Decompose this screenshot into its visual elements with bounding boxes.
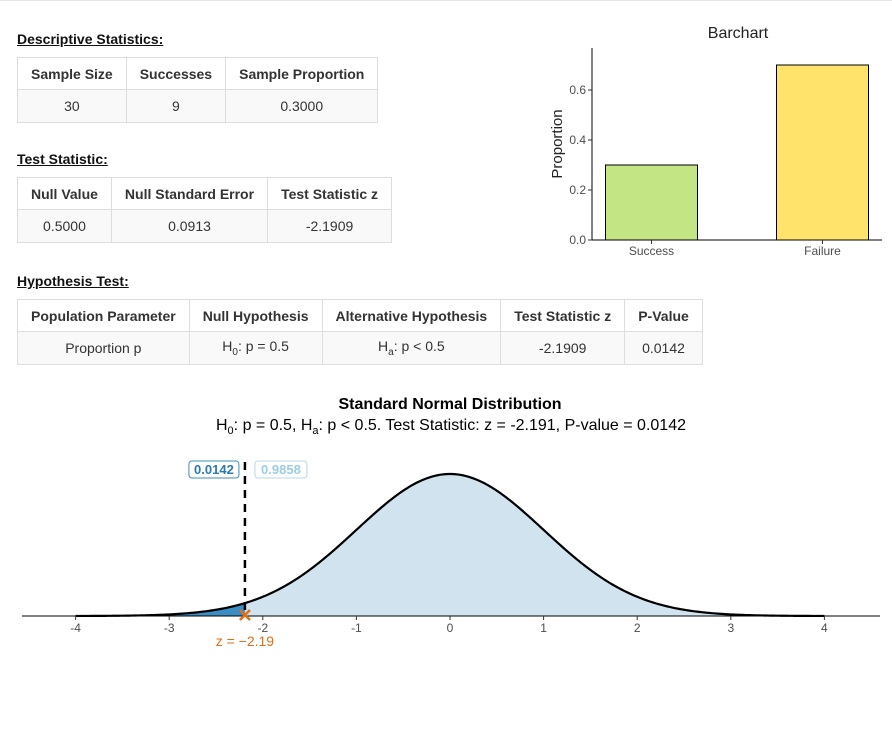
table-row: 0.5000 0.0913 -2.1909: [17, 209, 393, 243]
cell-p-value: 0.0142: [624, 331, 703, 365]
cell-test-statistic-z: -2.1909: [500, 331, 626, 365]
descriptive-stats-title: Descriptive Statistics:: [17, 31, 164, 47]
left-area-label-box: [188, 460, 240, 479]
z-marker-stroke: [239, 609, 251, 621]
normal-x-tick-label: 3: [727, 621, 734, 635]
normal-x-tick-label: -3: [164, 621, 175, 635]
h0-subscript: 0: [232, 346, 238, 358]
h0-text: p = 0.5: [245, 338, 289, 355]
normal-chart-title: Standard Normal Distribution: [338, 396, 561, 413]
cell-alternative-hypothesis: Ha: p < 0.5: [321, 331, 502, 365]
header-sample-proportion: Sample Proportion: [225, 57, 379, 90]
normal-x-tick-label: 1: [540, 621, 547, 635]
normal-chart-subtitle: H0: p = 0.5, Ha: p < 0.5. Test Statistic…: [216, 417, 686, 437]
barchart-y-tick-label: 0.2: [569, 183, 586, 197]
bar-failure: [776, 64, 869, 241]
header-p-value: P-Value: [624, 299, 703, 332]
test-statistic-title: Test Statistic:: [17, 151, 108, 167]
h0-colon: :: [237, 338, 246, 355]
header-alternative-hypothesis: Alternative Hypothesis: [321, 299, 502, 332]
subtitle-h0-subscript: 0: [228, 425, 234, 437]
ha-prefix: H: [378, 338, 389, 355]
normal-x-tick-label: 2: [634, 621, 641, 635]
subtitle-ha-letter: H: [301, 417, 313, 434]
h0-prefix: H: [222, 338, 233, 355]
subtitle-ha-subscript: a: [312, 425, 319, 437]
density-curve: [75, 472, 825, 618]
cell-null-value: 0.5000: [17, 209, 112, 243]
header-null-standard-error: Null Standard Error: [110, 177, 269, 210]
normal-x-tick-label: -2: [257, 621, 268, 635]
barchart-x-tick-label: Failure: [804, 244, 841, 258]
header-successes: Successes: [125, 57, 227, 90]
normal-x-tick-label: 4: [821, 621, 828, 635]
cell-null-hypothesis: H0: p = 0.5: [188, 331, 323, 365]
barchart-title: Barchart: [708, 25, 769, 42]
header-test-statistic-z: Test Statistic z: [500, 299, 626, 332]
z-marker-stroke: [239, 609, 251, 621]
cell-test-statistic-z: -2.1909: [267, 209, 393, 243]
subtitle-h0-letter: H: [216, 417, 228, 434]
barchart-y-axis-label: Proportion: [549, 109, 566, 178]
test-statistic-table: Null Value Null Standard Error Test Stat…: [17, 177, 393, 243]
barchart-x-tick-label: Success: [629, 244, 674, 258]
bar-success: [605, 164, 698, 241]
barchart-plot: 0.0 0.2 0.4 0.6 Success Failure: [569, 48, 882, 258]
table-header-row: Null Value Null Standard Error Test Stat…: [17, 177, 393, 210]
descriptive-stats-table: Sample Size Successes Sample Proportion …: [17, 57, 379, 123]
left-area-label: 0.0142: [194, 462, 234, 477]
header-null-hypothesis: Null Hypothesis: [188, 299, 323, 332]
right-area-label: 0.9858: [261, 462, 301, 477]
header-test-statistic-z: Test Statistic z: [267, 177, 393, 210]
table-row: Proportion p H0: p = 0.5 Ha: p < 0.5 -2.…: [17, 331, 703, 365]
right-tail-area: [244, 474, 825, 616]
hypothesis-test-title: Hypothesis Test:: [17, 273, 129, 289]
header-sample-size: Sample Size: [17, 57, 127, 90]
normal-x-tick-label: -4: [70, 621, 81, 635]
cell-successes: 9: [125, 89, 227, 123]
right-area-label-box: [254, 460, 308, 479]
cell-sample-size: 30: [17, 89, 127, 123]
normal-plot: -4 -3 -2 -1 0 1 2 3 4 z = −2.19 0.0142 0.9858: [22, 460, 880, 649]
cell-sample-proportion: 0.3000: [225, 89, 379, 123]
barchart-y-tick-label: 0.4: [569, 133, 586, 147]
header-null-value: Null Value: [17, 177, 112, 210]
top-divider: [0, 0, 892, 1]
table-header-row: Sample Size Successes Sample Proportion: [17, 57, 379, 90]
ha-text: p < 0.5: [401, 338, 445, 355]
hypothesis-test-table: Population Parameter Null Hypothesis Alt…: [17, 299, 703, 365]
header-population-parameter: Population Parameter: [17, 299, 190, 332]
table-header-row: Population Parameter Null Hypothesis Alt…: [17, 299, 703, 332]
barchart-y-tick-label: 0.0: [569, 233, 586, 247]
table-row: 30 9 0.3000: [17, 89, 379, 123]
barchart-y-tick-label: 0.6: [569, 83, 586, 97]
cell-population-parameter: Proportion p: [17, 331, 190, 365]
z-value-label: z = −2.19: [216, 633, 275, 649]
ha-subscript: a: [388, 346, 394, 358]
normal-x-tick-label: 0: [447, 621, 454, 635]
normal-x-tick-label: -1: [351, 621, 362, 635]
subtitle-h0-text: : p = 0.5,: [234, 417, 301, 434]
left-tail-area: [75, 603, 245, 616]
ha-colon: :: [393, 338, 402, 355]
cell-null-standard-error: 0.0913: [110, 209, 269, 243]
subtitle-ha-text: : p < 0.5. Test Statistic: z = -2.191, P…: [319, 417, 687, 434]
